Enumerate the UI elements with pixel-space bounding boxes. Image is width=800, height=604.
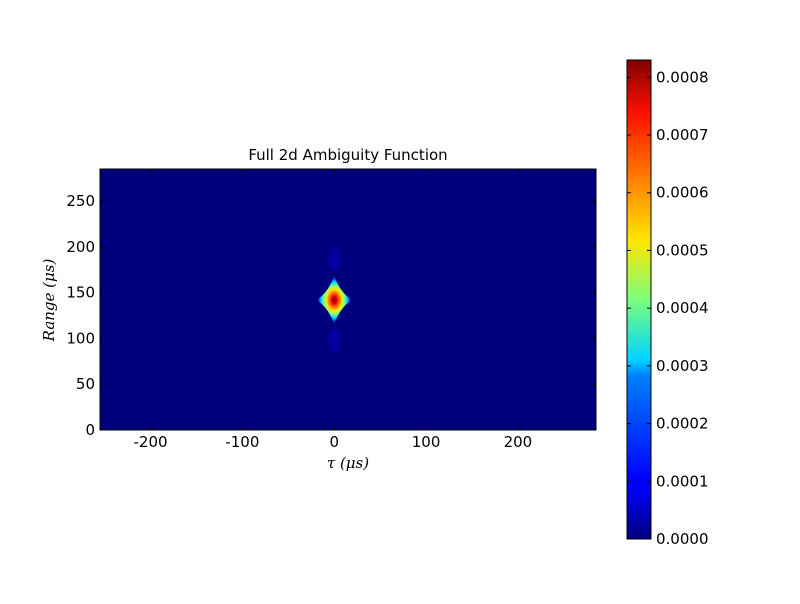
heatmap-sidelobe-bottom <box>328 329 341 353</box>
x-tick-label: 0 <box>329 433 339 451</box>
y-tick-label: 200 <box>66 238 95 256</box>
heatmap-sidelobe-top <box>328 247 341 271</box>
x-tick-label: 200 <box>504 433 533 451</box>
y-tick-label: 250 <box>66 192 95 210</box>
y-axis-label: Range (μs) <box>40 259 58 343</box>
y-tick-label: 0 <box>85 421 95 439</box>
x-tick-label: 100 <box>412 433 441 451</box>
colorbar: 0.0000 0.0001 0.0002 0.0003 0.0004 0.0005 0.00… <box>626 59 709 548</box>
plot-area: -200 -100 0 100 200 0 50 100 150 200 250 <box>66 168 597 451</box>
colorbar-tick-label: 0.0003 <box>656 357 709 375</box>
plot-frame <box>99 168 597 431</box>
colorbar-tick-label: 0.0008 <box>656 68 709 86</box>
colorbar-tick-label: 0.0006 <box>656 184 709 202</box>
colorbar-gradient <box>627 60 651 539</box>
colorbar-tick-label: 0.0002 <box>656 415 709 433</box>
x-tick-label: -100 <box>225 433 259 451</box>
y-tick-label: 100 <box>66 329 95 347</box>
colorbar-tick-label: 0.0007 <box>656 126 709 144</box>
colorbar-tick-label: 0.0000 <box>656 530 709 548</box>
x-tick-label: -200 <box>133 433 167 451</box>
y-tick-label: 50 <box>76 375 95 393</box>
y-tick-label: 150 <box>66 284 95 302</box>
colorbar-tick-label: 0.0005 <box>656 241 709 259</box>
heatmap-peak <box>316 275 352 324</box>
colorbar-frame <box>626 59 652 540</box>
colorbar-tick-label: 0.0004 <box>656 299 709 317</box>
colorbar-tick-label: 0.0001 <box>656 472 709 490</box>
x-axis-label: τ (μs) <box>327 454 369 472</box>
chart-title: Full 2d Ambiguity Function <box>248 146 447 164</box>
